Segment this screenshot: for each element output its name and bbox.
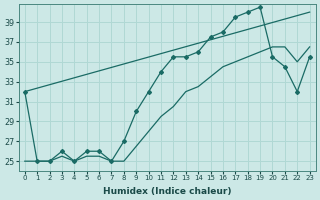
X-axis label: Humidex (Indice chaleur): Humidex (Indice chaleur) [103, 187, 231, 196]
